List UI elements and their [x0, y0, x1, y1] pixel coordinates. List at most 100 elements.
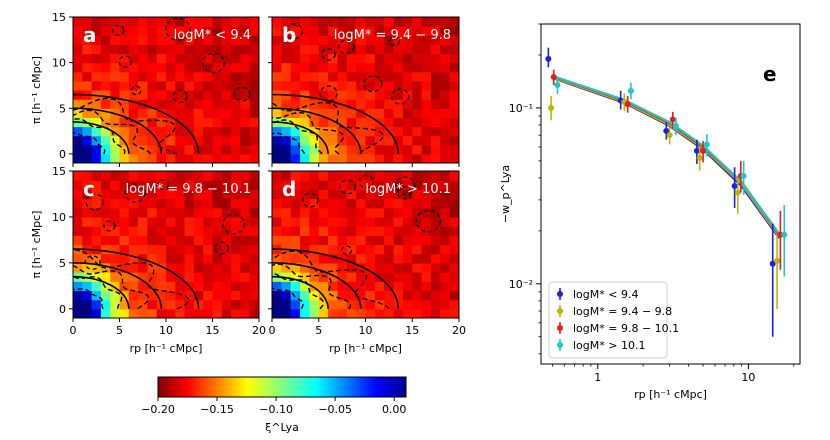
- heatmap-cell: [184, 299, 195, 310]
- heatmap-cell: [449, 153, 459, 163]
- heatmap-cell: [281, 71, 292, 82]
- heatmap-cell: [300, 281, 310, 292]
- x-tick-label: 10: [159, 324, 173, 337]
- heatmap-cell: [175, 153, 186, 163]
- heatmap-cell: [175, 171, 186, 181]
- heatmap-cell: [281, 262, 292, 273]
- heatmap-cell: [281, 62, 292, 73]
- contour-dashed-blob: [222, 213, 246, 235]
- heatmap-cell: [365, 272, 376, 282]
- heatmap-cell: [73, 26, 83, 36]
- heatmap-cell: [100, 180, 111, 190]
- heatmap-cell: [374, 17, 385, 27]
- heatmap-cell: [110, 226, 121, 236]
- heatmap-cell: [272, 262, 282, 273]
- heatmap-cell: [440, 198, 451, 209]
- heatmap-cell: [421, 80, 432, 91]
- heatmap-cell: [356, 80, 367, 91]
- heatmap-cell: [281, 144, 292, 155]
- heatmap-cell: [203, 235, 214, 246]
- heatmap-cell: [184, 235, 195, 246]
- heatmap-cell: [82, 153, 93, 163]
- heatmap-cell: [221, 135, 232, 146]
- heatmap-cell: [402, 62, 413, 73]
- heatmap-cell: [421, 180, 432, 190]
- heatmap-cell: [212, 71, 223, 82]
- heatmap-cell: [393, 26, 404, 36]
- heatmap-cell: [309, 299, 320, 310]
- heatmap-cell: [82, 44, 93, 55]
- x-tick-label: 10: [741, 371, 755, 384]
- heatmap-cell: [328, 299, 339, 310]
- heatmap-cell: [346, 235, 357, 246]
- heatmap-cell: [110, 135, 121, 146]
- heatmap-cell: [231, 62, 241, 73]
- heatmap-cell: [119, 53, 130, 64]
- heatmap-cell: [231, 35, 241, 45]
- heatmap-cell: [384, 153, 395, 163]
- heatmap-cell: [156, 17, 167, 27]
- colorbar-tick-label: −0.15: [200, 403, 234, 416]
- heatmap-cell: [193, 44, 204, 55]
- heatmap-cell: [175, 226, 186, 236]
- heatmap-cell: [156, 180, 167, 190]
- heatmap-cell: [374, 198, 385, 209]
- heatmap-cell: [412, 117, 423, 128]
- heatmap-cell: [384, 216, 395, 227]
- heatmap-cell: [300, 180, 310, 190]
- heatmap-cell: [402, 281, 413, 292]
- heatmap-cell: [374, 308, 385, 318]
- heatmap-cell: [128, 44, 139, 55]
- heatmap-cell: [138, 207, 148, 218]
- heatmap-cell: [73, 308, 83, 318]
- heatmap-cell: [91, 153, 102, 163]
- heatmap-cell: [430, 90, 441, 100]
- heatmap-cell: [337, 262, 348, 273]
- data-point: [666, 132, 673, 139]
- heatmap-cell: [272, 153, 282, 163]
- heatmap-cell: [346, 26, 357, 36]
- heatmap-cell: [393, 272, 404, 282]
- heatmap-cell: [272, 99, 282, 109]
- heatmap-cell: [221, 62, 232, 73]
- heatmap-cell: [100, 207, 111, 218]
- heatmap-cell: [100, 153, 111, 163]
- contour-dashed-blob: [390, 88, 410, 105]
- heatmap-cell: [384, 71, 395, 82]
- heatmap-cell: [166, 44, 176, 55]
- heatmap-cell: [166, 272, 176, 282]
- heatmap-cell: [309, 35, 320, 45]
- heatmap-cell: [231, 80, 241, 91]
- heatmap-cell: [402, 171, 413, 181]
- heatmap-cell: [240, 216, 251, 227]
- heatmap-cell: [73, 281, 83, 292]
- heatmap-cell: [272, 226, 282, 236]
- heatmap-cell: [221, 235, 232, 246]
- heatmap-cell: [290, 253, 301, 264]
- heatmap-cell: [346, 144, 357, 155]
- heatmap-cell: [240, 144, 251, 155]
- heatmap-cell: [272, 126, 282, 137]
- heatmap-cell: [318, 171, 329, 181]
- heatmap-cell: [91, 189, 102, 200]
- heatmap-cell: [249, 290, 259, 301]
- heatmap-cell: [203, 308, 214, 318]
- heatmap-cell: [412, 272, 423, 282]
- heatmap-cell: [430, 62, 441, 73]
- heatmap-cell: [430, 35, 441, 45]
- heatmap-cell: [300, 171, 310, 181]
- contour-dashed: [73, 97, 178, 155]
- heatmap-cell: [175, 53, 186, 64]
- heatmap-cell: [100, 244, 111, 255]
- series: [545, 47, 776, 337]
- heatmap-cell: [440, 35, 451, 45]
- heatmap-cell: [272, 299, 282, 310]
- heatmap-cell: [240, 171, 251, 181]
- heatmap-cell: [449, 216, 459, 227]
- heatmap-cell: [346, 80, 357, 91]
- heatmap-cell: [412, 262, 423, 273]
- data-point: [769, 260, 776, 267]
- heatmap-cell: [365, 226, 376, 236]
- heatmap-cell: [240, 62, 251, 73]
- heatmap-cell: [156, 189, 167, 200]
